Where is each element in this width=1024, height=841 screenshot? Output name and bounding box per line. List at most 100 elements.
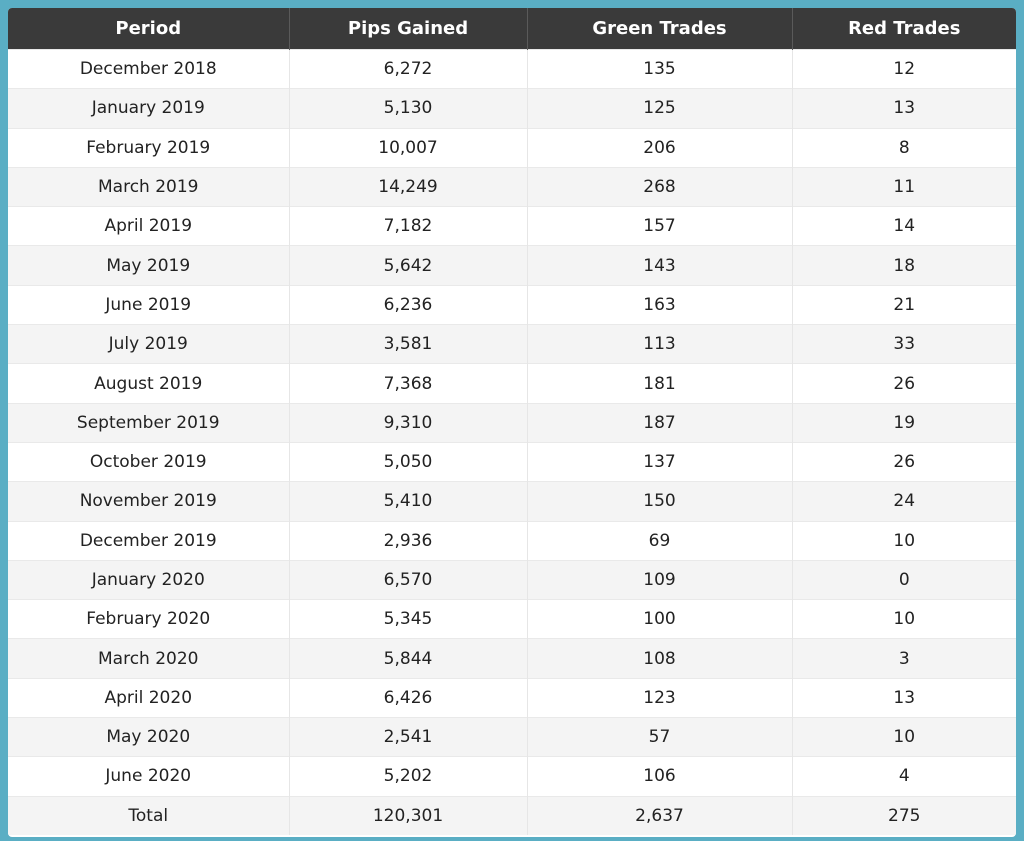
cell-green-trades: 268 <box>527 166 793 207</box>
cell-green-trades: 150 <box>527 481 793 522</box>
cell-green-trades: 108 <box>527 638 793 679</box>
total-row: Total 120,301 2,637 275 <box>8 795 1016 835</box>
cell-green-trades: 181 <box>527 363 793 404</box>
cell-red-trades: 3 <box>792 638 1016 679</box>
cell-period: May 2020 <box>8 717 290 757</box>
cell-red-trades: 13 <box>792 88 1016 129</box>
cell-green-trades: 2,637 <box>527 795 793 835</box>
cell-period: November 2019 <box>8 481 290 522</box>
cell-green-trades: 137 <box>527 441 793 482</box>
cell-red-trades: 0 <box>792 559 1016 600</box>
table-frame: Period Pips Gained Green Trades Red Trad… <box>8 8 1016 837</box>
table-body: December 2018 6,272 135 12 January 2019 5,130… <box>8 48 1016 835</box>
cell-pips-gained: 6,426 <box>289 677 528 718</box>
table-row: June 2019 6,236 163 21 <box>8 284 1016 325</box>
header-row: Period Pips Gained Green Trades Red Trad… <box>8 8 1016 50</box>
cell-pips-gained: 7,368 <box>289 363 528 404</box>
cell-pips-gained: 5,410 <box>289 481 528 522</box>
header-pips-gained: Pips Gained <box>289 8 528 50</box>
cell-red-trades: 19 <box>792 402 1016 443</box>
table-row: March 2019 14,249 268 11 <box>8 166 1016 207</box>
cell-period: July 2019 <box>8 324 290 364</box>
cell-period: Total <box>8 795 290 835</box>
cell-period: June 2020 <box>8 756 290 797</box>
cell-period: January 2019 <box>8 88 290 129</box>
cell-pips-gained: 7,182 <box>289 206 528 246</box>
cell-green-trades: 113 <box>527 324 793 364</box>
table-row: May 2020 2,541 57 10 <box>8 717 1016 757</box>
cell-period: March 2019 <box>8 166 290 207</box>
cell-red-trades: 26 <box>792 441 1016 482</box>
cell-green-trades: 135 <box>527 48 793 89</box>
cell-red-trades: 13 <box>792 677 1016 718</box>
cell-red-trades: 10 <box>792 599 1016 639</box>
table-row: August 2019 7,368 181 26 <box>8 363 1016 404</box>
cell-period: February 2020 <box>8 599 290 639</box>
table-row: March 2020 5,844 108 3 <box>8 638 1016 679</box>
cell-green-trades: 123 <box>527 677 793 718</box>
table-row: February 2019 10,007 206 8 <box>8 127 1016 168</box>
cell-period: August 2019 <box>8 363 290 404</box>
cell-period: March 2020 <box>8 638 290 679</box>
cell-pips-gained: 6,236 <box>289 284 528 325</box>
cell-red-trades: 275 <box>792 795 1016 835</box>
trading-results-table: Period Pips Gained Green Trades Red Trad… <box>8 8 1016 835</box>
cell-red-trades: 4 <box>792 756 1016 797</box>
cell-pips-gained: 3,581 <box>289 324 528 364</box>
cell-green-trades: 157 <box>527 206 793 246</box>
cell-red-trades: 33 <box>792 324 1016 364</box>
cell-red-trades: 8 <box>792 127 1016 168</box>
cell-red-trades: 21 <box>792 284 1016 325</box>
cell-pips-gained: 14,249 <box>289 166 528 207</box>
cell-pips-gained: 5,345 <box>289 599 528 639</box>
table-row: February 2020 5,345 100 10 <box>8 599 1016 639</box>
cell-period: January 2020 <box>8 559 290 600</box>
cell-period: April 2019 <box>8 206 290 246</box>
cell-green-trades: 206 <box>527 127 793 168</box>
cell-pips-gained: 6,570 <box>289 559 528 600</box>
cell-green-trades: 100 <box>527 599 793 639</box>
cell-period: February 2019 <box>8 127 290 168</box>
table-row: December 2019 2,936 69 10 <box>8 520 1016 561</box>
cell-period: April 2020 <box>8 677 290 718</box>
cell-green-trades: 109 <box>527 559 793 600</box>
cell-green-trades: 143 <box>527 245 793 286</box>
table-row: January 2019 5,130 125 13 <box>8 88 1016 129</box>
table-row: January 2020 6,570 109 0 <box>8 559 1016 600</box>
cell-pips-gained: 5,130 <box>289 88 528 129</box>
cell-pips-gained: 5,642 <box>289 245 528 286</box>
cell-pips-gained: 10,007 <box>289 127 528 168</box>
table-row: December 2018 6,272 135 12 <box>8 48 1016 89</box>
cell-pips-gained: 5,202 <box>289 756 528 797</box>
cell-green-trades: 163 <box>527 284 793 325</box>
cell-period: December 2019 <box>8 520 290 561</box>
cell-period: June 2019 <box>8 284 290 325</box>
cell-green-trades: 187 <box>527 402 793 443</box>
cell-red-trades: 10 <box>792 717 1016 757</box>
cell-green-trades: 106 <box>527 756 793 797</box>
cell-period: December 2018 <box>8 48 290 89</box>
cell-red-trades: 11 <box>792 166 1016 207</box>
cell-red-trades: 18 <box>792 245 1016 286</box>
header-green-trades: Green Trades <box>527 8 793 50</box>
cell-pips-gained: 2,936 <box>289 520 528 561</box>
cell-period: May 2019 <box>8 245 290 286</box>
cell-period: October 2019 <box>8 441 290 482</box>
cell-green-trades: 57 <box>527 717 793 757</box>
table-row: October 2019 5,050 137 26 <box>8 441 1016 482</box>
table-row: April 2019 7,182 157 14 <box>8 206 1016 246</box>
header-red-trades: Red Trades <box>792 8 1016 50</box>
cell-red-trades: 14 <box>792 206 1016 246</box>
cell-period: September 2019 <box>8 402 290 443</box>
cell-pips-gained: 6,272 <box>289 48 528 89</box>
table-row: May 2019 5,642 143 18 <box>8 245 1016 286</box>
cell-green-trades: 125 <box>527 88 793 129</box>
cell-pips-gained: 9,310 <box>289 402 528 443</box>
table-row: September 2019 9,310 187 19 <box>8 402 1016 443</box>
cell-red-trades: 12 <box>792 48 1016 89</box>
table-header: Period Pips Gained Green Trades Red Trad… <box>8 8 1016 50</box>
cell-green-trades: 69 <box>527 520 793 561</box>
cell-pips-gained: 120,301 <box>289 795 528 835</box>
cell-pips-gained: 2,541 <box>289 717 528 757</box>
table-row: April 2020 6,426 123 13 <box>8 677 1016 718</box>
